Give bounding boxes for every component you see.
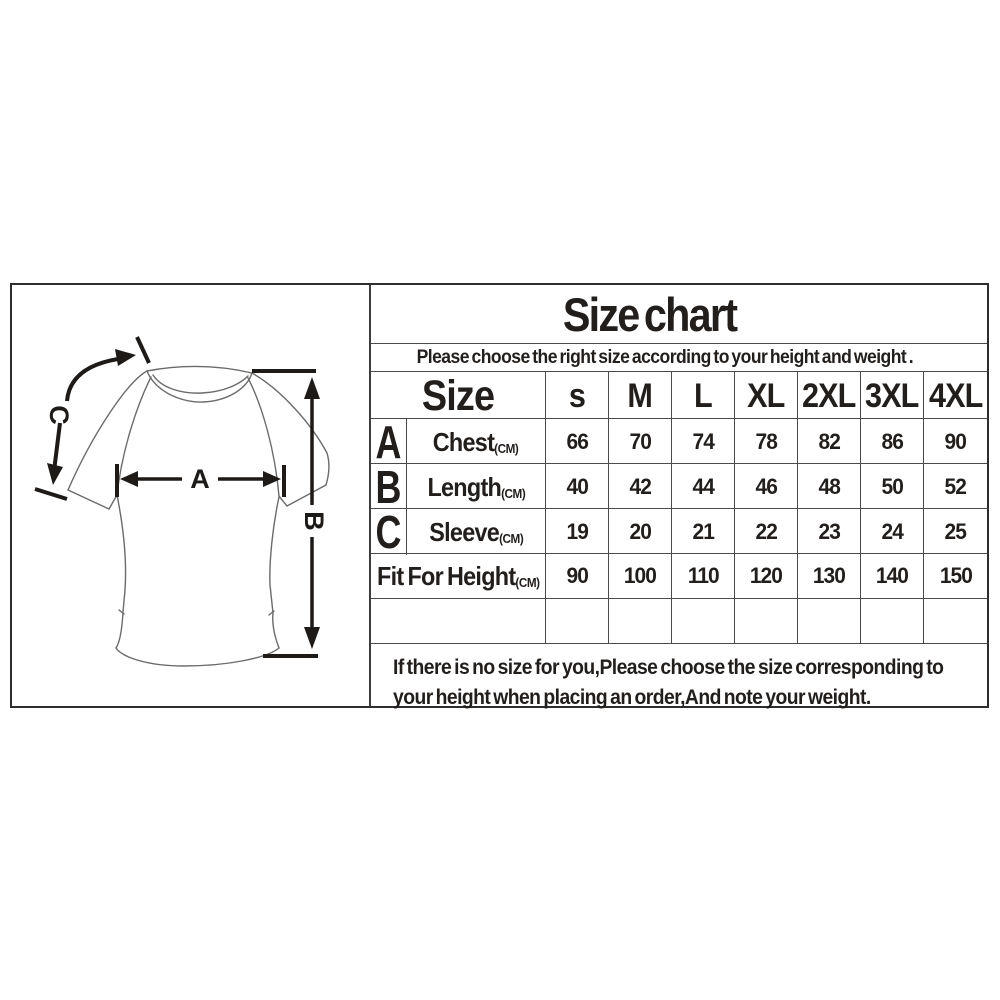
sleeve-value-3xl: 24 — [861, 509, 924, 555]
unit-cm: (CM) — [494, 440, 520, 456]
header-size-cell: Size — [371, 372, 546, 421]
column-header-2xl: 2XL — [798, 372, 861, 421]
length-value-2xl: 48 — [798, 464, 861, 510]
measure-b-label: B — [299, 511, 329, 531]
row-label-fit-for-height: Fit For Height(CM) — [371, 554, 546, 598]
measure-a-arrow — [115, 464, 286, 497]
row-label-length: Length(CM) — [407, 464, 546, 510]
empty-cell — [861, 599, 924, 643]
chest-value-3xl: 86 — [861, 419, 924, 465]
height-value-xl: 120 — [735, 554, 798, 598]
row-marker-c: C — [371, 509, 407, 555]
unit-cm: (CM) — [515, 574, 540, 590]
left-raglan-seam — [116, 376, 152, 496]
subtitle-row: Please choose the right size according t… — [371, 344, 987, 372]
table-header-row: Size s M L XL 2XL 3XL 4XL — [371, 372, 987, 421]
title-row: Size chart — [371, 285, 987, 344]
column-header-m: M — [609, 372, 672, 421]
table-row-fit-for-height: Fit For Height(CM) 90 100 110 120 130 14… — [371, 554, 987, 599]
chest-value-l: 74 — [672, 419, 735, 465]
empty-cell — [546, 599, 609, 643]
height-value-s: 90 — [546, 554, 609, 598]
sleeve-value-m: 20 — [609, 509, 672, 555]
sleeve-value-s: 19 — [546, 509, 609, 555]
chest-value-4xl: 90 — [944, 429, 967, 454]
unit-cm: (CM) — [500, 485, 526, 501]
chest-value-s: 66 — [546, 419, 609, 465]
size-table-panel: Size chart Please choose the right size … — [371, 285, 987, 709]
table-row-chest: A Chest(CM) 66 70 74 78 82 86 90 — [371, 419, 987, 465]
tshirt-diagram-panel: A B — [12, 285, 371, 706]
empty-cell — [798, 599, 861, 643]
column-header-3xl: 3XL — [861, 372, 924, 421]
right-sleeve-outer — [251, 372, 330, 486]
height-value-3xl: 140 — [861, 554, 924, 598]
column-header-4xl: 4XL — [928, 377, 983, 415]
left-sleeve-outer — [67, 370, 148, 491]
table-row-sleeve: C Sleeve(CM) 19 20 21 22 23 24 25 — [371, 509, 987, 555]
body-left-edge — [115, 494, 127, 649]
height-value-2xl: 130 — [798, 554, 861, 598]
table-row-length: B Length(CM) 40 42 44 46 48 50 52 — [371, 464, 987, 510]
height-value-4xl: 150 — [939, 563, 972, 588]
sleeve-value-l: 21 — [672, 509, 735, 555]
empty-cell — [735, 599, 798, 643]
tshirt-measurement-svg: A B — [34, 336, 330, 667]
measurement-annotations: A B — [34, 336, 329, 658]
length-value-l: 44 — [672, 464, 735, 510]
left-sleeve-cuff — [67, 489, 110, 510]
row-label-sleeve: Sleeve(CM) — [407, 509, 546, 555]
chest-value-2xl: 82 — [798, 419, 861, 465]
page-title: Size chart — [563, 287, 738, 341]
empty-cell — [371, 599, 546, 643]
size-chart-board: A B — [10, 283, 989, 709]
length-value-s: 40 — [546, 464, 609, 510]
chest-value-m: 70 — [609, 419, 672, 465]
length-value-3xl: 50 — [861, 464, 924, 510]
row-marker-a: A — [371, 419, 407, 465]
height-value-m: 100 — [609, 554, 672, 598]
body-hem — [115, 647, 280, 667]
chest-value-xl: 78 — [735, 419, 798, 465]
sleeve-value-2xl: 23 — [798, 509, 861, 555]
empty-cell — [672, 599, 735, 643]
note-line-1: If there is no size for you,Please choos… — [393, 656, 944, 679]
sleeve-value-4xl: 25 — [944, 519, 967, 544]
empty-cell — [924, 599, 987, 643]
unit-cm: (CM) — [498, 530, 524, 546]
length-value-4xl: 52 — [944, 474, 967, 499]
row-label-chest: Chest(CM) — [407, 419, 546, 465]
note-line-2: your height when placing an order,And no… — [393, 685, 871, 709]
row-marker-b: B — [371, 464, 407, 510]
right-sleeve-cuff — [286, 484, 327, 507]
empty-cell — [609, 599, 672, 643]
length-value-m: 42 — [609, 464, 672, 510]
height-value-l: 110 — [672, 554, 735, 598]
column-header-xl: XL — [735, 372, 798, 421]
right-raglan-seam — [247, 377, 280, 497]
table-row-empty — [371, 599, 987, 644]
length-value-xl: 46 — [735, 464, 798, 510]
tshirt-outline — [67, 365, 330, 667]
measure-c-arrow — [34, 336, 151, 501]
column-header-s: s — [546, 372, 609, 421]
measure-a-label: A — [190, 464, 210, 494]
sleeve-value-xl: 22 — [735, 509, 798, 555]
subtitle-text: Please choose the right size according t… — [416, 346, 914, 368]
note-row: If there is no size for you,Please choos… — [371, 644, 987, 713]
column-header-l: L — [672, 372, 735, 421]
body-right-edge — [269, 496, 280, 649]
measure-b-arrow — [252, 369, 320, 658]
measure-c-label: C — [44, 405, 74, 425]
